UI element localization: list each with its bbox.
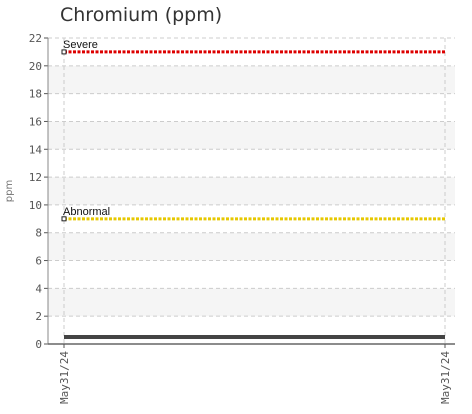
y-tick-label: 4 [35, 282, 42, 295]
plot-background-bands [48, 38, 455, 344]
y-tick-label: 10 [29, 199, 42, 212]
plot-band [48, 65, 455, 94]
plot-band [48, 93, 455, 122]
threshold-lines: Severe Abnormal [61, 39, 445, 222]
y-tick-label: 20 [29, 60, 42, 73]
y-tick-label: 2 [35, 310, 42, 323]
plot-band [48, 316, 455, 344]
plot-band [48, 121, 455, 150]
plot-band [48, 177, 455, 205]
y-tick-label: 8 [35, 227, 42, 240]
plot-band [48, 260, 455, 289]
threshold-marker [61, 49, 67, 55]
chart-title: Chromium (ppm) [60, 4, 223, 26]
threshold-marker [61, 216, 67, 222]
x-axis: May31/24 May31/24 [48, 343, 455, 404]
horizontal-gridlines [48, 37, 455, 345]
y-tick-label: 18 [29, 88, 42, 101]
threshold-label: Abnormal [63, 206, 110, 218]
threshold-label: Severe [63, 39, 98, 51]
x-tick-label: May31/24 [58, 351, 71, 404]
y-tick-label: 16 [29, 115, 42, 128]
y-tick-label: 22 [29, 32, 42, 45]
plot-band [48, 232, 455, 261]
plot-band [48, 149, 455, 178]
y-axis-title: ppm [4, 180, 15, 202]
y-tick-label: 6 [35, 255, 42, 268]
plot-band [48, 288, 455, 317]
x-tick-label: May31/24 [439, 351, 452, 404]
vertical-gridlines [63, 38, 446, 344]
y-tick-label: 14 [29, 143, 43, 156]
y-axis-ticks: 0 2 4 6 8 10 12 14 16 18 20 22 [29, 32, 49, 351]
y-tick-label: 0 [35, 338, 42, 351]
y-tick-label: 12 [29, 171, 42, 184]
